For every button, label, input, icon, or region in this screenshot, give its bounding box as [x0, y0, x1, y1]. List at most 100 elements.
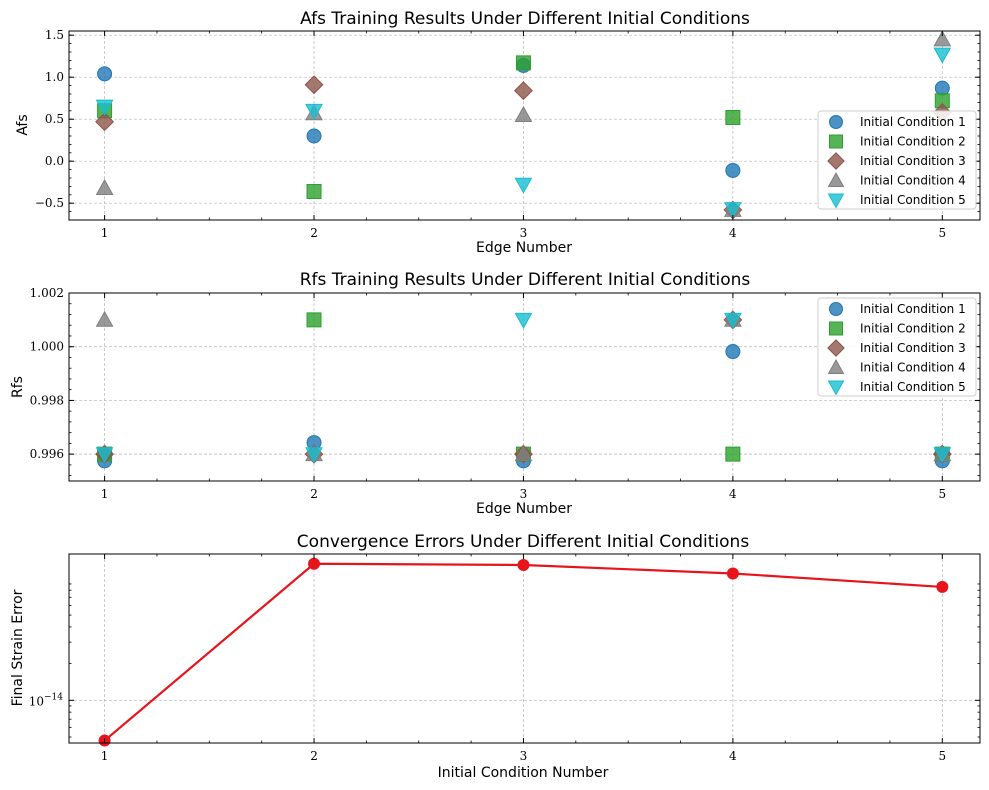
legend-label: Initial Condition 3: [860, 341, 966, 355]
error-x-axis-label: Initial Condition Number: [438, 765, 609, 781]
data-point: [725, 110, 741, 126]
x-tick-label: 1: [101, 487, 109, 501]
legend-marker: [829, 321, 843, 336]
data-point: [514, 445, 533, 462]
error-point: [726, 567, 739, 580]
rfs-plot-frame: [68, 292, 981, 482]
y-tick-label: 1.002: [30, 286, 64, 300]
y-tick-label: 1.000: [30, 340, 64, 354]
data-point: [513, 81, 533, 101]
legend-marker: [827, 380, 845, 396]
error-point: [936, 580, 949, 593]
y-tick-label: −0.5: [35, 196, 64, 210]
data-point: [725, 446, 741, 462]
rfs-legend: Initial Condition 1 Initial Condition 2 In…: [817, 297, 977, 397]
error-grid: [69, 554, 980, 743]
legend-label: Initial Condition 2: [860, 322, 966, 336]
legend-marker: [827, 171, 845, 187]
legend-box: [817, 297, 977, 397]
legend-marker: [829, 134, 843, 149]
series-initial-condition-5: [95, 47, 952, 219]
data-point: [304, 75, 324, 95]
data-point: [95, 310, 114, 327]
x-tick-label: 5: [938, 749, 946, 763]
data-point: [933, 47, 952, 64]
data-point: [514, 177, 533, 194]
data-point: [97, 66, 113, 82]
data-point: [95, 179, 114, 196]
y-tick-label: 10−14: [29, 692, 64, 708]
error-chart-title: Convergence Errors Under Different Initi…: [297, 532, 750, 552]
error-y-axis-label: Final Strain Error: [10, 589, 26, 706]
x-tick-label: 3: [520, 226, 528, 240]
afs-ticks: 1 2 3 4 5 −0.5 0.0 0.5 1.0 1.5: [35, 28, 980, 240]
afs-chart-title: Afs Training Results Under Different Ini…: [300, 9, 750, 29]
x-tick-label: 4: [729, 226, 737, 240]
afs-data-points: [95, 30, 952, 220]
data-point: [514, 105, 533, 122]
afs-y-axis-label: Afs: [15, 114, 31, 135]
rfs-x-axis-label: Edge Number: [476, 501, 572, 517]
y-tick-label-base: 10: [29, 694, 44, 708]
data-point: [515, 55, 531, 71]
x-tick-label: 5: [938, 487, 946, 501]
y-tick-label: 0.998: [30, 393, 64, 407]
x-tick-label: 1: [101, 749, 109, 763]
data-point: [95, 99, 114, 116]
x-tick-label: 4: [729, 487, 737, 501]
data-point: [305, 103, 323, 120]
afs-panel: Afs Training Results Under Different Ini…: [15, 9, 981, 256]
y-tick-label: 1.5: [45, 28, 64, 42]
legend-label: Initial Condition 1: [860, 115, 966, 129]
legend-box: [817, 110, 977, 210]
rfs-chart-title: Rfs Training Results Under Different Ini…: [300, 270, 751, 290]
legend-marker: [827, 339, 845, 357]
afs-legend: Initial Condition 1 Initial Condition 2 In…: [817, 110, 977, 210]
y-tick-label: 0.996: [30, 447, 64, 461]
legend-label: Initial Condition 1: [860, 302, 966, 316]
error-panel: Convergence Errors Under Different Initi…: [10, 532, 981, 781]
data-point: [933, 447, 952, 464]
data-point: [934, 80, 950, 96]
rfs-ticks: 1 2 3 4 5 0.996 0.998 1.000 1.002: [30, 286, 980, 501]
error-line-series: [98, 557, 949, 747]
legend-marker: [827, 358, 845, 374]
legend-marker: [827, 193, 845, 209]
data-point: [725, 162, 741, 178]
y-tick-label: 1.0: [45, 70, 64, 84]
x-tick-label: 2: [310, 226, 318, 240]
error-point: [308, 557, 321, 570]
legend-label: Initial Condition 5: [860, 193, 966, 207]
data-point: [306, 183, 322, 199]
legend-label: Initial Condition 5: [860, 380, 966, 394]
data-point: [725, 344, 741, 360]
y-tick-label: 0.5: [45, 112, 64, 126]
x-tick-label: 3: [520, 487, 528, 501]
data-point: [306, 128, 322, 144]
legend-label: Initial Condition 4: [860, 361, 966, 375]
data-point: [306, 312, 322, 328]
data-point: [934, 93, 950, 109]
series-initial-condition-5: [95, 312, 952, 464]
legend-label: Initial Condition 4: [860, 174, 966, 188]
rfs-y-axis-label: Rfs: [10, 376, 26, 398]
x-tick-label: 4: [729, 749, 737, 763]
data-point: [723, 202, 742, 219]
y-tick-label: 0.0: [45, 154, 64, 168]
data-point: [305, 447, 323, 464]
x-tick-label: 2: [310, 487, 318, 501]
data-point: [95, 112, 115, 132]
error-plot-frame: [68, 553, 981, 744]
legend-marker: [827, 152, 845, 170]
rfs-data-points: [95, 310, 952, 469]
error-point: [517, 558, 530, 571]
legend-marker: [828, 302, 844, 316]
rfs-panel: Rfs Training Results Under Different Ini…: [10, 270, 981, 517]
x-tick-label: 1: [101, 226, 109, 240]
x-tick-label: 5: [938, 226, 946, 240]
legend-label: Initial Condition 2: [860, 135, 966, 149]
x-tick-label: 3: [520, 749, 528, 763]
data-point: [95, 447, 114, 464]
y-tick-label-exponent: −14: [44, 692, 63, 702]
